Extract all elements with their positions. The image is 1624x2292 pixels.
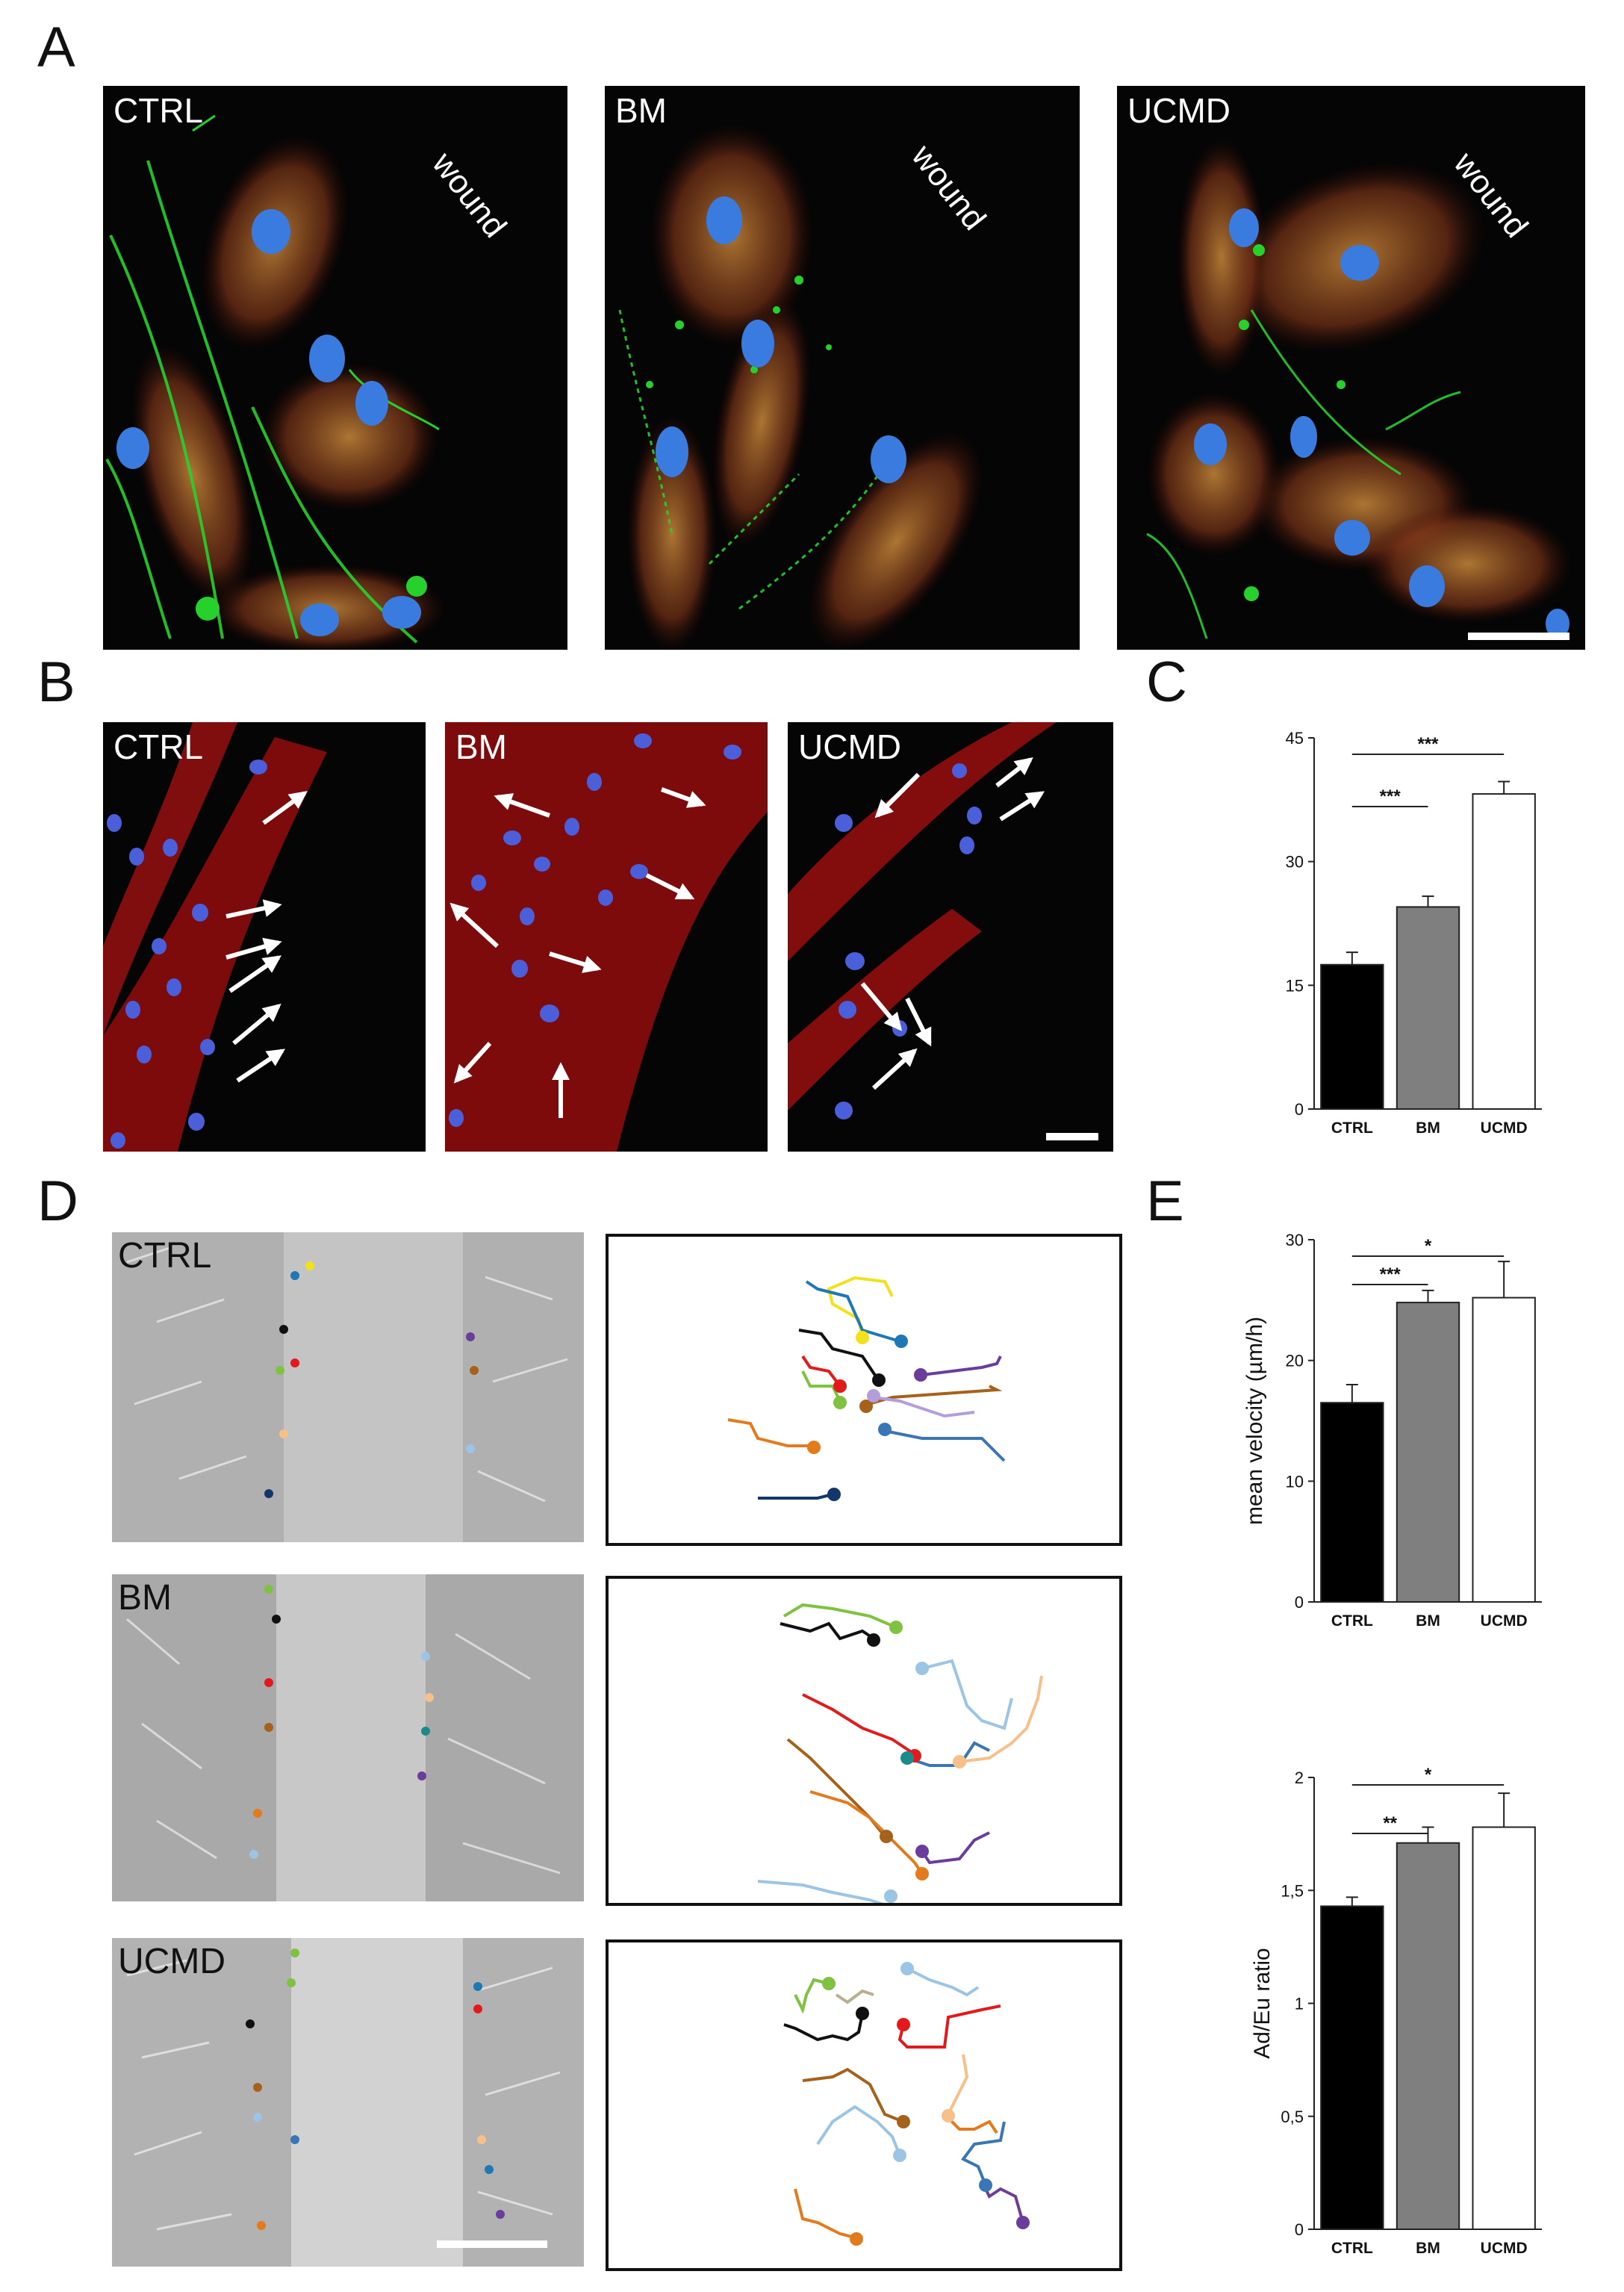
- panel-d-ucmd-track-plot: [783, 1962, 1030, 2246]
- panel-d-image-ctrl: CTRL: [112, 1232, 584, 1542]
- panel-a-image-ucmd: UCMD wound: [1117, 86, 1585, 650]
- panel-label-e: E: [1146, 1170, 1184, 1233]
- y-tick-label: 1,5: [1281, 1881, 1304, 1900]
- panel-d-ctrl-phase: [112, 1232, 584, 1542]
- significance-label: ***: [1417, 734, 1439, 754]
- panel-e-ratio-chart: 0 0,5 1 1,5 2 CTRL BM UCMD ** * Ad/Eu ratio: [1195, 1763, 1561, 2278]
- bar-ucmd: [1472, 793, 1536, 1110]
- panel-b-image-bm: BM: [445, 722, 768, 1152]
- panel-b-label-bm: BM: [455, 727, 507, 766]
- x-tick-label: BM: [1416, 2240, 1440, 2257]
- y-tick-label: 0: [1295, 1100, 1304, 1119]
- panel-e-velocity-chart: 0 10 20 30 CTRL BM UCMD *** * mean velocity (µm/h…: [1195, 1225, 1561, 1680]
- bar-bm: [1396, 906, 1460, 1111]
- significance-label: ***: [1380, 1264, 1401, 1285]
- panel-b-image-ctrl: CTRL: [103, 722, 426, 1152]
- panel-label-b: B: [37, 650, 75, 714]
- y-tick-label: 30: [1286, 853, 1304, 872]
- y-tick-label: 2: [1295, 1768, 1304, 1787]
- panel-d-image-ucmd: UCMD: [112, 1938, 584, 2267]
- panel-a-bm-micrograph: [618, 123, 984, 650]
- panel-d-bm-track-plot: [757, 1603, 1043, 1903]
- bar-bm: [1396, 1842, 1460, 2231]
- panel-a-label-ctrl: CTRL: [113, 91, 204, 130]
- panel-c-bar-chart: 0 15 30 45 CTRL BM UCMD *** ***: [1286, 729, 1542, 1137]
- panel-a-image-ctrl: CTRL wound: [103, 86, 567, 650]
- bar-ctrl: [1320, 963, 1384, 1110]
- panel-b-ucmd-micrograph: [788, 722, 1057, 1119]
- panel-d-image-bm: BM: [112, 1574, 584, 1901]
- y-tick-label: 1: [1295, 1995, 1304, 2013]
- panel-d-label-bm: BM: [118, 1578, 172, 1618]
- panel-d-tracks-ucmd: [606, 1939, 1122, 2271]
- x-tick-label: CTRL: [1331, 2240, 1373, 2257]
- panel-b-ctrl-micrograph: [103, 722, 327, 1152]
- x-tick-label: CTRL: [1331, 1119, 1373, 1137]
- significance-label: **: [1383, 1813, 1397, 1833]
- y-axis-label: Ad/Eu ratio: [1250, 1948, 1275, 2058]
- bar-ctrl: [1320, 1905, 1384, 2231]
- panel-d-label-ucmd: UCMD: [118, 1942, 225, 1981]
- significance-label: ***: [1380, 786, 1401, 807]
- bar-ucmd: [1472, 1826, 1536, 2231]
- panel-a-image-bm: BM wound: [605, 86, 1080, 650]
- panel-d-bm-phase: [112, 1574, 584, 1901]
- panel-a-label-bm: BM: [615, 91, 667, 130]
- panel-d-scale-bar: [437, 2240, 547, 2248]
- x-tick-label: UCMD: [1481, 1119, 1528, 1137]
- panel-a-scale-bar: [1468, 633, 1569, 640]
- panel-label-d: D: [37, 1170, 78, 1233]
- panel-d-ucmd-phase: [112, 1938, 584, 2267]
- x-tick-label: BM: [1416, 1612, 1440, 1630]
- panel-a-ctrl-micrograph: [105, 114, 447, 650]
- panel-a-label-ucmd: UCMD: [1127, 91, 1231, 130]
- x-tick-label: UCMD: [1481, 1612, 1528, 1630]
- y-tick-label: 45: [1286, 729, 1304, 748]
- panel-d-tracks-bm: [606, 1576, 1122, 1906]
- bar-ctrl: [1320, 1402, 1384, 1603]
- bar-ucmd: [1472, 1296, 1536, 1603]
- x-tick-label: UCMD: [1481, 2240, 1528, 2257]
- panel-d-ctrl-track-plot: [727, 1276, 1006, 1501]
- panel-c-chart: 0 15 30 45 CTRL BM UCMD *** ***: [1195, 717, 1561, 1173]
- y-tick-label: 0: [1295, 2220, 1304, 2239]
- y-tick-label: 30: [1286, 1231, 1304, 1249]
- panel-label-a: A: [37, 16, 75, 79]
- y-tick-label: 0,5: [1281, 2108, 1304, 2126]
- panel-b-bm-micrograph: [445, 722, 768, 1152]
- panel-d-tracks-ctrl: [606, 1234, 1122, 1546]
- significance-label: *: [1425, 1236, 1432, 1256]
- panel-a-ucmd-micrograph: [1146, 138, 1572, 639]
- panel-b-label-ctrl: CTRL: [113, 727, 204, 766]
- panel-b-label-ucmd: UCMD: [798, 727, 901, 766]
- x-tick-label: CTRL: [1331, 1612, 1373, 1630]
- y-tick-label: 0: [1295, 1593, 1304, 1612]
- y-tick-label: 10: [1286, 1472, 1304, 1491]
- bar-bm: [1396, 1302, 1460, 1603]
- significance-label: *: [1425, 1765, 1432, 1785]
- panel-b-scale-bar: [1046, 1133, 1098, 1140]
- x-tick-label: BM: [1416, 1119, 1440, 1137]
- y-axis-label: mean velocity (µm/h): [1242, 1317, 1267, 1525]
- y-tick-label: 20: [1286, 1352, 1304, 1370]
- y-tick-label: 15: [1286, 976, 1304, 995]
- panel-b-image-ucmd: UCMD: [788, 722, 1113, 1152]
- panel-label-c: C: [1146, 650, 1187, 714]
- panel-d-label-ctrl: CTRL: [118, 1236, 212, 1276]
